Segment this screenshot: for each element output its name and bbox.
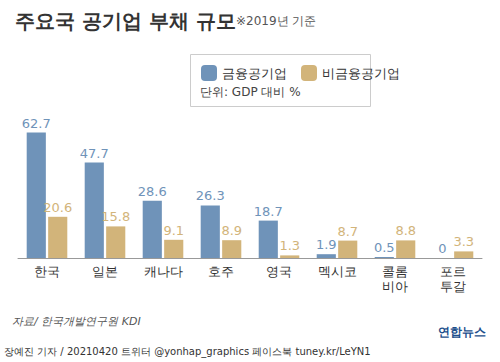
svg-text:62.7: 62.7 (22, 116, 51, 131)
svg-text:포르: 포르 (440, 264, 466, 279)
svg-text:금융공기업: 금융공기업 (222, 66, 287, 81)
svg-text:영국: 영국 (266, 264, 292, 279)
svg-text:28.6: 28.6 (138, 184, 167, 199)
svg-text:단위: GDP 대비 %: 단위: GDP 대비 % (200, 85, 301, 99)
svg-text:※2019년 기준: ※2019년 기준 (236, 14, 316, 28)
svg-text:8.9: 8.9 (221, 223, 242, 238)
svg-text:20.6: 20.6 (43, 200, 72, 215)
svg-text:자료/ 한국개발연구원 KDI: 자료/ 한국개발연구원 KDI (12, 315, 141, 328)
svg-text:0.5: 0.5 (374, 240, 395, 255)
svg-text:호주: 호주 (208, 264, 234, 279)
svg-text:26.3: 26.3 (196, 188, 225, 203)
svg-text:15.8: 15.8 (101, 209, 130, 224)
svg-text:연합뉴스: 연합뉴스 (438, 325, 486, 339)
svg-text:한국: 한국 (34, 264, 60, 279)
svg-text:18.7: 18.7 (254, 204, 283, 219)
svg-text:9.1: 9.1 (163, 223, 184, 238)
svg-text:8.8: 8.8 (395, 223, 416, 238)
svg-text:비금융공기업: 비금융공기업 (322, 66, 400, 81)
svg-text:주요국 공기업 부채 규모: 주요국 공기업 부채 규모 (15, 9, 236, 33)
svg-text:8.7: 8.7 (337, 224, 358, 239)
svg-text:캐나다: 캐나다 (144, 264, 183, 279)
svg-text:1.9: 1.9 (316, 237, 337, 252)
svg-text:47.7: 47.7 (80, 146, 109, 161)
svg-text:투갈: 투갈 (440, 279, 466, 294)
svg-text:콜롬: 콜롬 (382, 264, 408, 279)
svg-text:3.3: 3.3 (453, 234, 474, 249)
svg-text:0: 0 (438, 241, 446, 256)
svg-text:비아: 비아 (382, 279, 408, 294)
svg-text:1.3: 1.3 (279, 238, 300, 253)
svg-text:일본: 일본 (92, 264, 118, 279)
svg-text:장예진 기자 / 20210420 트위터 @yonhap_: 장예진 기자 / 20210420 트위터 @yonhap_graphics 페… (4, 346, 371, 358)
svg-text:멕시코: 멕시코 (318, 264, 357, 279)
